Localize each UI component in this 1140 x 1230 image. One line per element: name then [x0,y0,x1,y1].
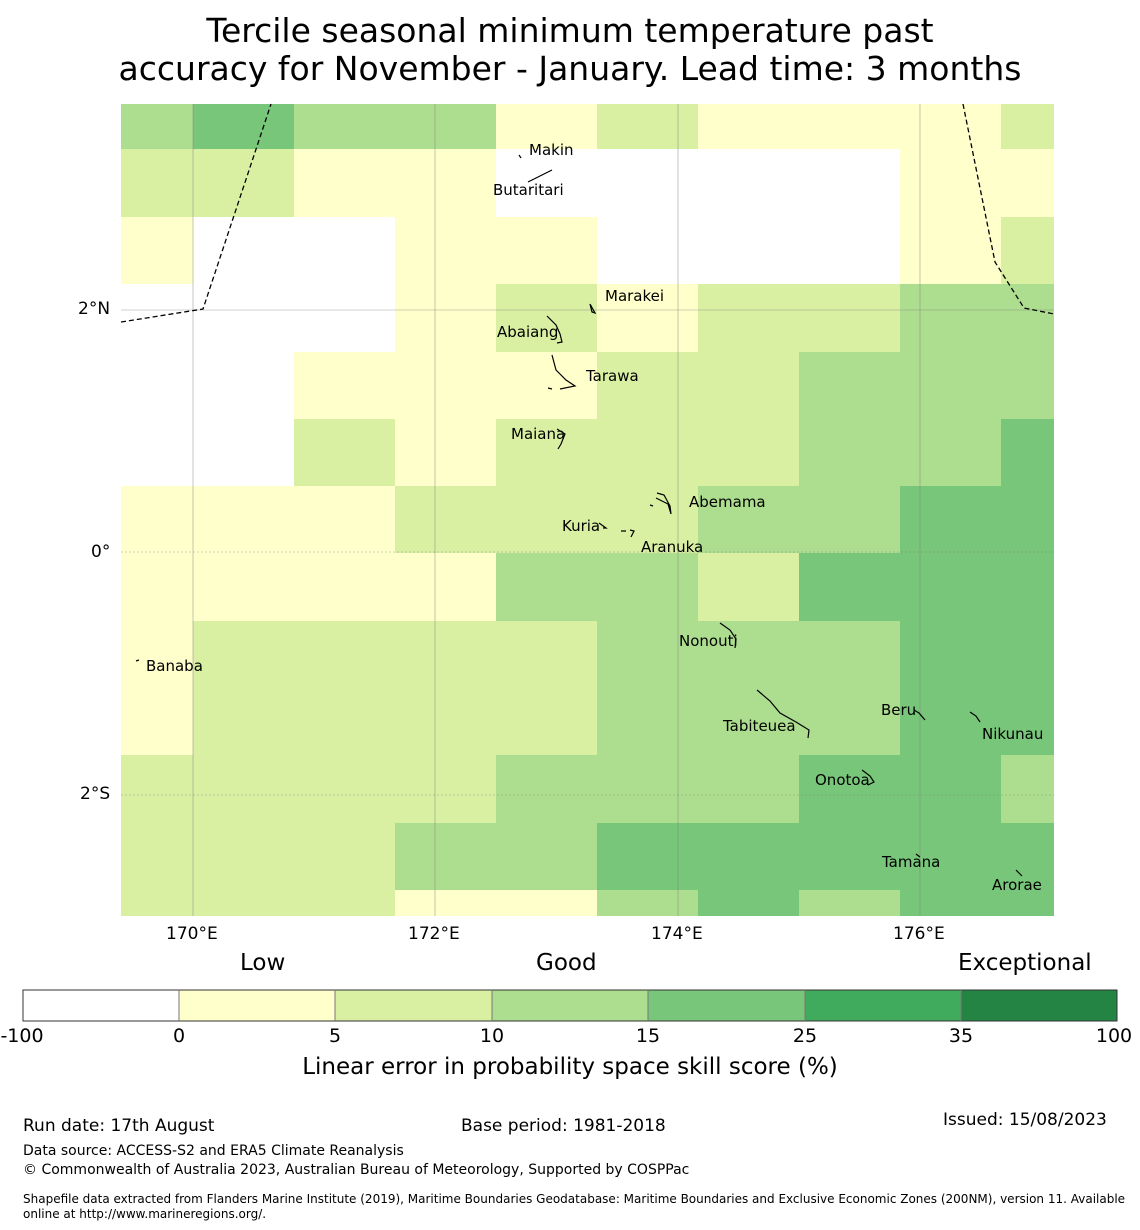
graticule [121,104,1054,916]
island-label-butaritari: Butaritari [493,181,564,199]
island-label-arorae: Arorae [992,876,1042,894]
title-line-1: Tercile seasonal minimum temperature pas… [206,11,934,50]
island-label-tamana: Tamana [881,853,940,871]
island-labels: Makin Butaritari Marakei Abaiang Tarawa … [146,141,1043,894]
copyright: © Commonwealth of Australia 2023, Austra… [23,1162,690,1178]
island-label-kuria: Kuria [562,517,600,535]
legend-tick: 35 [948,1025,974,1047]
legend-tick: -100 [0,1025,44,1047]
island-label-onotoa: Onotoa [815,771,870,789]
island-label-beru: Beru [881,701,916,719]
issued-date: Issued: 15/08/2023 [943,1110,1107,1130]
island-label-banaba: Banaba [146,657,203,675]
eez-boundary [120,103,1055,323]
colorbar-label: Linear error in probability space skill … [302,1054,838,1080]
x-tick-label: 170°E [166,924,218,944]
island-label-maiana: Maiana [511,425,565,443]
y-tick-label: 2°N [78,299,111,319]
legend-tick: 100 [1095,1025,1133,1047]
island-label-nikunau: Nikunau [982,725,1043,743]
island-outlines [135,154,1023,877]
legend-tick: 0 [172,1025,186,1047]
map-grid-cells [121,104,1054,916]
y-tick-label: 0° [91,542,111,562]
legend-tick: 25 [792,1025,818,1047]
x-tick-label: 176°E [893,924,945,944]
island-label-abaiang: Abaiang [497,323,558,341]
x-tick-label: 174°E [651,924,703,944]
legend-tick: 5 [328,1025,342,1047]
island-label-tabiteuea: Tabiteuea [722,717,796,735]
legend-tick: 15 [635,1025,661,1047]
run-date: Run date: 17th August [23,1116,215,1136]
island-label-nonouti: Nonouti [679,632,738,650]
y-tick-label: 2°S [80,784,111,804]
island-label-tarawa: Tarawa [585,367,639,385]
base-period: Base period: 1981-2018 [461,1116,666,1136]
x-tick-label: 172°E [408,924,460,944]
shapefile-credit-line-1: Shapefile data extracted from Flanders M… [23,1192,1126,1206]
legend-category-exceptional: Exceptional [958,950,1092,976]
data-source: Data source: ACCESS-S2 and ERA5 Climate … [23,1143,404,1159]
legend-category-good: Good [536,950,597,976]
title-line-2: accuracy for November - January. Lead ti… [118,49,1022,88]
island-label-makin: Makin [529,141,574,159]
island-label-aranuka: Aranuka [641,538,703,556]
shapefile-credit-line-2: online at http://www.marineregions.org/. [23,1207,267,1221]
island-label-abemama: Abemama [689,493,766,511]
legend-tick: 10 [479,1025,505,1047]
colorbar [22,989,1118,1022]
island-label-marakei: Marakei [605,287,664,305]
legend-category-low: Low [240,950,286,976]
